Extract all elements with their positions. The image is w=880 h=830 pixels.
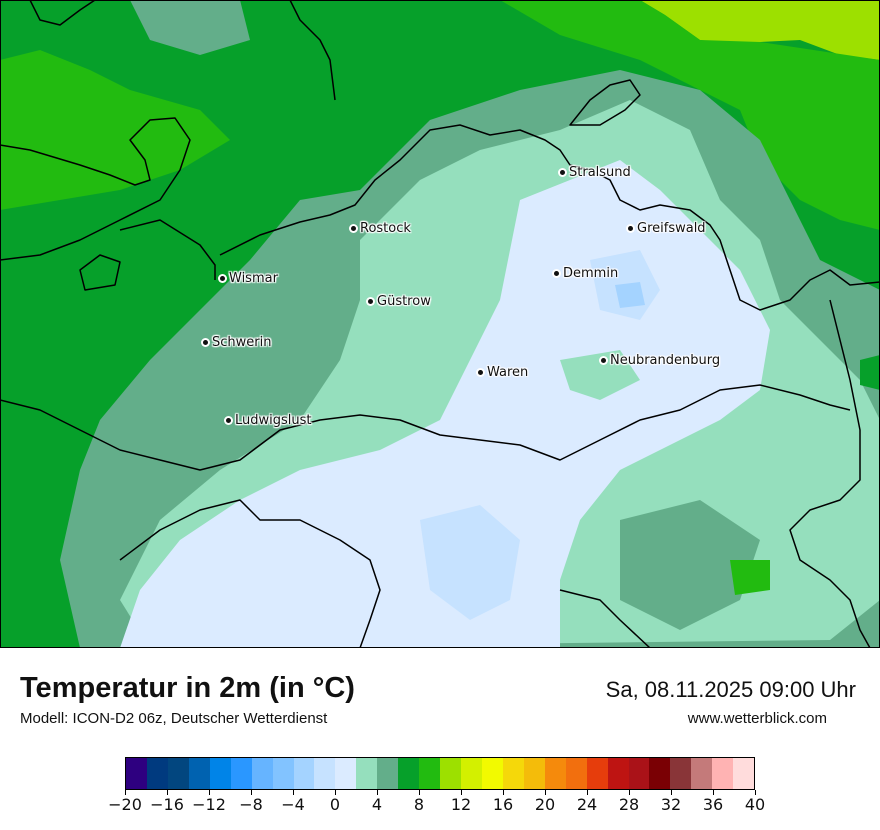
tick-label: −12: [192, 795, 226, 814]
map-title: Temperatur in 2m (in °C): [20, 672, 355, 704]
colorbar-segment: [523, 758, 545, 789]
city-marker-icon: [601, 358, 606, 363]
colorbar-segment: [293, 758, 315, 789]
tick-label: 24: [576, 795, 598, 814]
colorbar-segment: [126, 758, 147, 789]
coastline: [0, 0, 880, 648]
tick-mark: [418, 790, 420, 795]
tick-label: 20: [534, 795, 556, 814]
city-marker-icon: [478, 370, 483, 375]
colorbar-segment: [628, 758, 650, 789]
colorbar-segment: [733, 758, 755, 789]
city-marker-icon: [351, 226, 356, 231]
city-marker-icon: [203, 340, 208, 345]
colorbar-segment: [167, 758, 189, 789]
city-neubrandenburg: Neubrandenburg: [601, 353, 720, 368]
colorbar-ticks: −20 −16 −12 −8 −4 0 4 8 12 16 20 24 28 32 36 40: [108, 790, 765, 820]
city-wismar: Wismar: [220, 271, 278, 286]
colorbar-segment: [607, 758, 629, 789]
tick-mark: [502, 790, 504, 795]
tick-mark: [586, 790, 588, 795]
city-marker-icon: [368, 299, 373, 304]
forecast-datetime: Sa, 08.11.2025 09:00 Uhr: [605, 677, 856, 702]
colorbar-segment: [461, 758, 482, 789]
colorbar-segment: [502, 758, 524, 789]
colorbar-segment: [188, 758, 210, 789]
colorbar-segment: [670, 758, 692, 789]
colorbar-segment: [712, 758, 734, 789]
tick-label: 4: [371, 795, 383, 814]
colorbar-segment: [691, 758, 713, 789]
colorbar-segment: [314, 758, 336, 789]
city-guestrow: Güstrow: [368, 294, 431, 309]
colorbar-segment: [586, 758, 608, 789]
tick-label: −16: [150, 795, 184, 814]
city-schwerin: Schwerin: [203, 335, 271, 350]
tick-mark: [544, 790, 546, 795]
city-rostock: Rostock: [351, 221, 411, 236]
tick-mark: [292, 790, 294, 795]
colorbar-segment: [272, 758, 294, 789]
colorbar-segment: [440, 758, 461, 789]
colorbar-segment: [230, 758, 252, 789]
tick-mark: [460, 790, 462, 795]
temperature-colorbar: [125, 757, 755, 790]
tick-mark: [376, 790, 378, 795]
tick-mark: [250, 790, 252, 795]
city-demmin: Demmin: [554, 266, 618, 281]
tick-label: −8: [239, 795, 263, 814]
colorbar-segment: [544, 758, 566, 789]
city-ludwigslust: Ludwigslust: [226, 413, 312, 428]
city-marker-icon: [560, 170, 565, 175]
tick-label: 32: [660, 795, 682, 814]
website-credit: www.wetterblick.com: [687, 710, 827, 727]
temperature-map: Stralsund Rostock Greifswald Demmin Wism…: [0, 0, 880, 648]
city-stralsund: Stralsund: [560, 165, 631, 180]
colorbar-segment: [398, 758, 420, 789]
colorbar-segment: [356, 758, 378, 789]
tick-label: 16: [492, 795, 514, 814]
tick-label: 12: [450, 795, 472, 814]
tick-label: 28: [618, 795, 640, 814]
tick-label: 8: [413, 795, 425, 814]
colorbar-segment: [335, 758, 357, 789]
temperature-field: [0, 0, 880, 648]
tick-label: 0: [329, 795, 341, 814]
city-greifswald: Greifswald: [628, 221, 706, 236]
tick-label: 40: [744, 795, 766, 814]
colorbar-segment: [419, 758, 441, 789]
colorbar-segment: [377, 758, 399, 789]
city-marker-icon: [554, 271, 559, 276]
model-info: Modell: ICON-D2 06z, Deutscher Wetterdie…: [20, 710, 328, 727]
tick-mark: [334, 790, 336, 795]
colorbar-segment: [565, 758, 587, 789]
tick-mark: [124, 790, 126, 795]
tick-mark: [208, 790, 210, 795]
tick-label: −4: [281, 795, 305, 814]
colorbar-segment: [146, 758, 168, 789]
tick-label: −20: [108, 795, 142, 814]
tick-mark: [628, 790, 630, 795]
tick-label: 36: [702, 795, 724, 814]
city-waren: Waren: [478, 365, 528, 380]
tick-mark: [754, 790, 756, 795]
tick-mark: [166, 790, 168, 795]
colorbar-segment: [209, 758, 231, 789]
tick-mark: [670, 790, 672, 795]
city-marker-icon: [220, 276, 225, 281]
city-marker-icon: [226, 418, 231, 423]
city-marker-icon: [628, 226, 633, 231]
tick-mark: [712, 790, 714, 795]
colorbar-segment: [251, 758, 273, 789]
colorbar-segment: [481, 758, 503, 789]
colorbar-segment: [649, 758, 671, 789]
